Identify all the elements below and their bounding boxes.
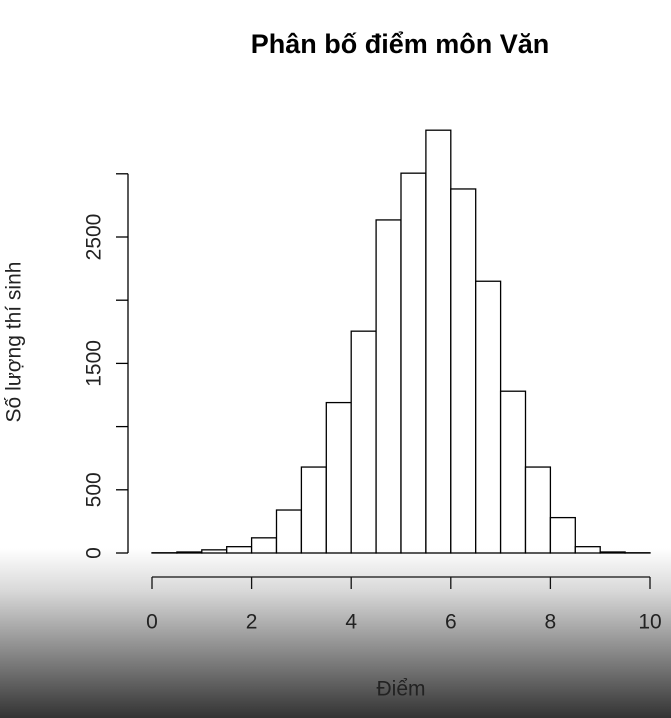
x-tick-label: 6 — [445, 611, 457, 634]
bar — [325, 401, 352, 554]
bar — [275, 509, 303, 554]
bar — [475, 280, 502, 554]
bar — [375, 219, 402, 554]
y-tick-label: 1500 — [83, 340, 106, 387]
x-tick-label: 8 — [545, 611, 557, 634]
bar — [300, 466, 327, 554]
chart-title: Phân bố điểm môn Văn — [251, 29, 550, 59]
x-tick-label: 10 — [638, 611, 661, 634]
x-axis-label: Điểm — [376, 678, 425, 701]
bar — [549, 516, 576, 554]
bar — [524, 466, 552, 554]
x-axis: 0 2 4 6 8 10 — [146, 576, 662, 634]
bar — [400, 172, 427, 554]
video-overlay — [0, 548, 671, 718]
plot: 050015002500 — [83, 129, 651, 559]
bar — [425, 129, 452, 554]
y-tick-label: 500 — [83, 472, 106, 507]
bar — [499, 390, 527, 554]
x-tick-label: 4 — [345, 611, 357, 634]
y-axis-label: Số lượng thí sinh — [3, 262, 26, 423]
bar — [350, 330, 377, 554]
bar — [450, 188, 477, 554]
x-tick-label: 2 — [246, 611, 258, 634]
x-tick-label: 0 — [146, 611, 158, 634]
y-tick-label: 2500 — [83, 214, 106, 261]
